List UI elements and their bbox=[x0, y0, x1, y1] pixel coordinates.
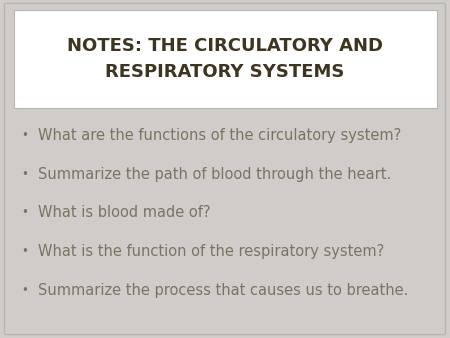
Text: What is blood made of?: What is blood made of? bbox=[38, 206, 211, 220]
Text: What is the function of the respiratory system?: What is the function of the respiratory … bbox=[38, 244, 384, 259]
Text: •: • bbox=[21, 245, 28, 258]
Text: RESPIRATORY SYSTEMS: RESPIRATORY SYSTEMS bbox=[105, 63, 345, 81]
Text: What are the functions of the circulatory system?: What are the functions of the circulator… bbox=[38, 128, 401, 143]
FancyBboxPatch shape bbox=[4, 3, 446, 335]
Text: •: • bbox=[21, 168, 28, 180]
Text: NOTES: THE CIRCULATORY AND: NOTES: THE CIRCULATORY AND bbox=[67, 37, 383, 55]
Text: •: • bbox=[21, 129, 28, 142]
FancyBboxPatch shape bbox=[14, 10, 436, 108]
Text: •: • bbox=[21, 284, 28, 297]
Text: •: • bbox=[21, 207, 28, 219]
Text: Summarize the path of blood through the heart.: Summarize the path of blood through the … bbox=[38, 167, 392, 182]
Text: Summarize the process that causes us to breathe.: Summarize the process that causes us to … bbox=[38, 283, 409, 298]
